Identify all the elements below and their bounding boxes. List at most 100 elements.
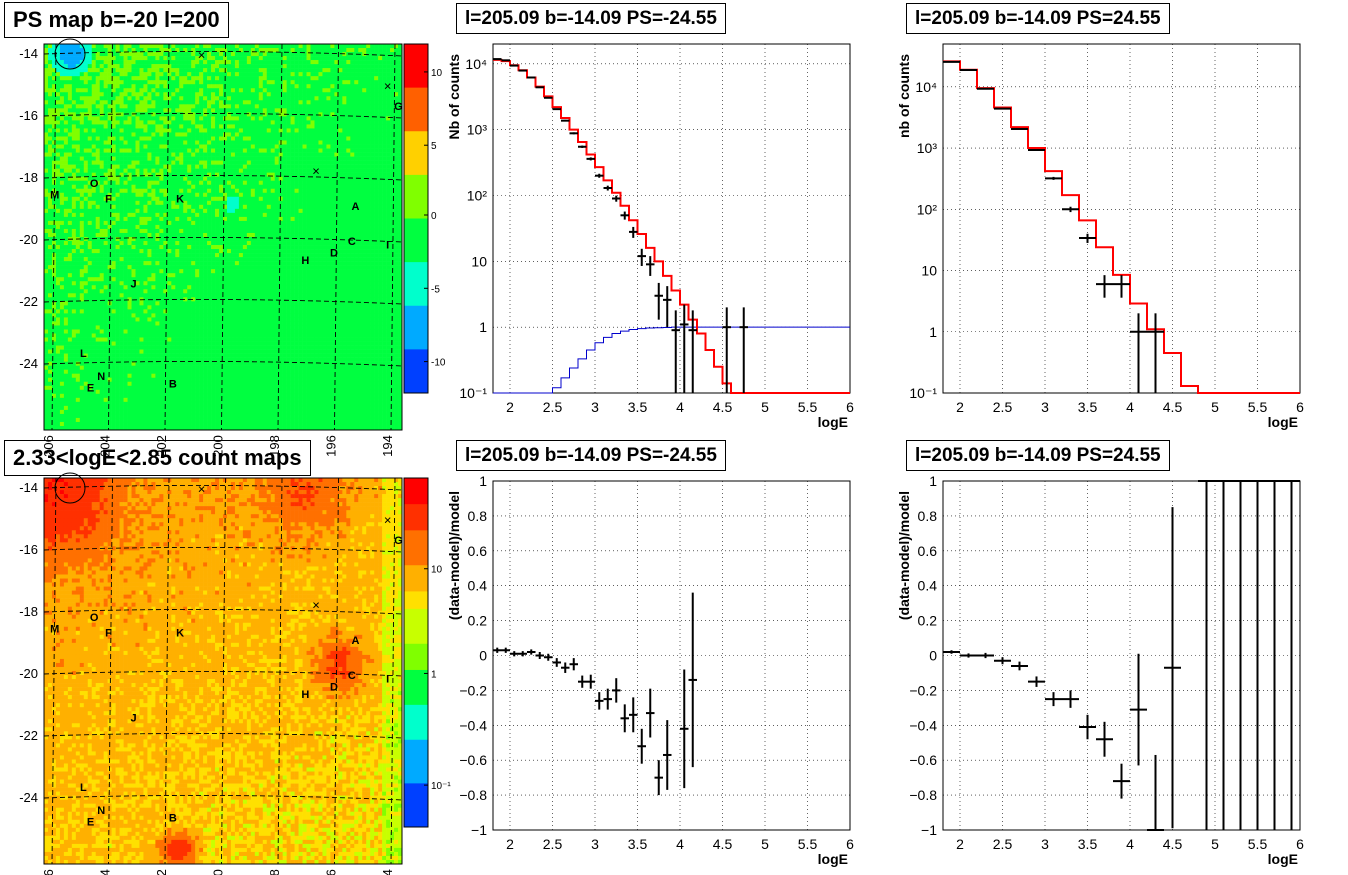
data-point — [723, 307, 732, 393]
map-x-tick-label: 204 — [98, 869, 113, 875]
residual-point — [1232, 481, 1249, 830]
colorbar-tick-label: -10 — [431, 358, 446, 369]
map-y-tick-label: -16 — [19, 108, 38, 123]
source-label-i: I — [386, 674, 389, 686]
data-point — [553, 109, 562, 110]
residual-point — [1198, 481, 1215, 830]
source-label-i: I — [386, 240, 389, 252]
x-axis-label: logE — [818, 851, 848, 867]
map-marker-cross: × — [312, 597, 320, 612]
chart-grid — [493, 481, 850, 830]
x-tick-label: 6 — [1296, 836, 1304, 852]
residual-point — [527, 649, 536, 654]
y-tick-label: −0.2 — [459, 682, 487, 698]
y-tick-label: −1 — [471, 822, 487, 838]
residual-point — [1079, 715, 1096, 739]
residual-point — [1011, 662, 1028, 671]
map-x-tick-label: 200 — [211, 869, 226, 875]
y-tick-label: 10³ — [467, 122, 488, 138]
x-tick-label: 5 — [761, 399, 769, 415]
y-tick-label: 1 — [929, 324, 937, 340]
source-label-e: E — [87, 383, 94, 395]
colorbar-tick-label: -5 — [431, 284, 440, 295]
ps-colorbar — [404, 44, 428, 394]
y-axis-label: nb of counts — [896, 54, 912, 138]
y-tick-label: 1 — [479, 319, 487, 335]
colorbar-tick-label: 5 — [431, 141, 437, 152]
residual-point — [994, 657, 1011, 664]
colorbar-tick-label: 10 — [431, 565, 443, 576]
y-tick-label: 0.6 — [468, 543, 488, 559]
map-y-tick-label: -20 — [19, 232, 38, 247]
source-label-c: C — [348, 236, 356, 248]
data-point — [595, 174, 604, 178]
data-point — [493, 59, 502, 60]
map-x-tick-label: 196 — [324, 435, 339, 457]
residual-point — [629, 697, 638, 732]
map-y-tick-label: -22 — [19, 294, 38, 309]
residual-point — [689, 593, 698, 768]
y-tick-label: 0.4 — [468, 578, 488, 594]
source-label-g: G — [394, 535, 403, 547]
data-point — [646, 256, 655, 276]
data-point — [672, 310, 681, 393]
residual-point — [1130, 654, 1147, 766]
map-marker-cross: × — [198, 48, 206, 63]
data-point — [689, 310, 698, 393]
y-tick-label: 10³ — [917, 140, 938, 156]
source-label-f: F — [105, 627, 112, 639]
residual-point — [1045, 692, 1062, 706]
data-point — [519, 70, 528, 71]
data-point — [1045, 177, 1062, 180]
x-tick-label: 4 — [1126, 836, 1134, 852]
x-tick-label: 6 — [846, 836, 854, 852]
y-tick-label: 1 — [929, 473, 937, 489]
source-label-j: J — [130, 712, 136, 724]
x-tick-label: 3 — [1041, 836, 1049, 852]
y-tick-label: 0.6 — [918, 543, 938, 559]
colorbar-tick-label: 10⁻¹ — [431, 781, 451, 792]
y-tick-label: −1 — [921, 822, 937, 838]
x-tick-label: 5 — [1211, 399, 1219, 415]
x-axis-label: logE — [1268, 414, 1298, 430]
x-tick-label: 4 — [676, 836, 684, 852]
source-label-f: F — [105, 193, 112, 205]
data-point — [680, 305, 689, 393]
x-tick-label: 3 — [591, 399, 599, 415]
y-tick-label: −0.2 — [909, 682, 937, 698]
map-x-tick-label: 198 — [267, 869, 282, 875]
x-tick-label: 2.5 — [993, 836, 1013, 852]
data-point — [977, 88, 994, 89]
x-tick-label: 4.5 — [1163, 399, 1183, 415]
source-label-m: M — [50, 190, 59, 202]
residual-point — [977, 653, 994, 658]
data-point — [604, 186, 613, 191]
map-y-tick-label: -14 — [19, 46, 38, 61]
y-tick-label: −0.8 — [459, 787, 487, 803]
residual-point — [1062, 690, 1079, 707]
data-point — [1113, 275, 1130, 298]
source-label-g: G — [394, 101, 403, 113]
x-tick-label: 2 — [956, 399, 964, 415]
source-label-n: N — [97, 805, 105, 817]
residual-point — [960, 653, 977, 657]
source-label-l: L — [80, 782, 87, 794]
chart-residual-mid: 2 2.5 3 3.5 4 4.5 5 5.5 6−1−0.8−0.6−0.4−0.200.20… — [446, 473, 854, 867]
x-axis-label: logE — [1268, 851, 1298, 867]
y-axis-label: (data-model)/model — [446, 491, 462, 620]
source-label-m: M — [50, 624, 59, 636]
map-y-tick-label: -16 — [19, 542, 38, 557]
residual-point — [1164, 507, 1181, 828]
x-tick-label: 2 — [956, 836, 964, 852]
data-point — [612, 196, 621, 202]
source-label-d: D — [330, 247, 338, 259]
count-colorbar — [404, 478, 428, 828]
data-point — [587, 157, 596, 160]
residual-point — [1028, 676, 1045, 686]
residual-point — [638, 729, 647, 764]
data-point — [544, 97, 553, 98]
chart-frame — [943, 44, 1300, 393]
y-tick-label: 10⁻¹ — [459, 385, 487, 401]
map-marker-cross: × — [312, 163, 320, 178]
